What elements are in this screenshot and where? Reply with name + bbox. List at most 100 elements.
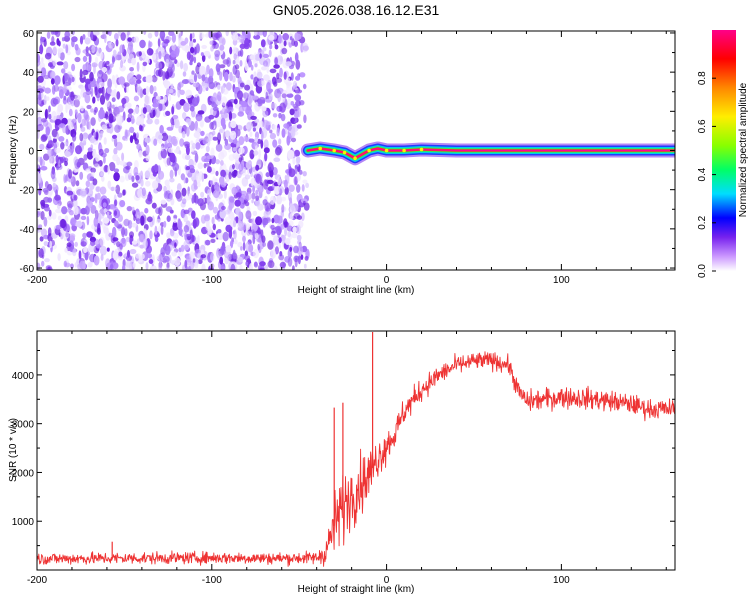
noise-speckle — [134, 138, 139, 145]
noise-speckle — [235, 69, 241, 79]
noise-speckle — [154, 225, 158, 235]
colorbar-tick-label: 0.2 — [697, 215, 708, 229]
noise-speckle — [118, 251, 123, 257]
noise-speckle — [247, 111, 255, 118]
noise-speckle — [108, 113, 114, 124]
noise-speckle — [37, 211, 41, 218]
y-tick-label: -20 — [20, 186, 35, 197]
noise-speckle — [106, 211, 110, 216]
noise-speckle — [182, 112, 187, 120]
noise-speckle — [65, 44, 69, 54]
noise-speckle — [155, 60, 159, 69]
noise-speckle — [238, 211, 243, 221]
noise-speckle — [231, 186, 238, 196]
noise-speckle — [261, 66, 267, 71]
noise-speckle — [249, 131, 253, 138]
noise-speckle — [106, 64, 112, 75]
noise-speckle — [39, 143, 45, 151]
noise-speckle — [284, 238, 291, 245]
noise-speckle — [40, 36, 43, 46]
noise-speckle — [212, 92, 218, 102]
noise-speckle — [166, 232, 171, 239]
noise-speckle — [212, 120, 217, 126]
noise-speckle — [212, 223, 216, 231]
noise-speckle — [232, 59, 236, 65]
noise-speckle — [215, 170, 219, 177]
noise-speckle — [158, 261, 163, 270]
noise-speckle — [46, 266, 53, 270]
noise-speckle — [235, 192, 242, 198]
noise-speckle — [68, 169, 73, 179]
noise-speckle — [255, 195, 260, 201]
noise-speckle — [244, 84, 251, 91]
noise-speckle — [96, 243, 101, 249]
noise-speckle — [183, 102, 190, 113]
noise-speckle — [80, 105, 84, 112]
noise-speckle — [113, 147, 118, 155]
noise-speckle — [259, 127, 262, 135]
noise-speckle — [224, 143, 232, 151]
noise-speckle — [164, 179, 170, 187]
noise-speckle — [264, 265, 269, 270]
noise-speckle — [82, 92, 87, 98]
noise-speckle — [151, 202, 157, 209]
noise-speckle — [286, 225, 294, 232]
noise-speckle — [250, 64, 254, 71]
noise-speckle — [252, 234, 256, 245]
noise-speckle — [262, 53, 270, 59]
noise-speckle — [248, 138, 255, 143]
noise-speckle — [267, 88, 273, 93]
noise-speckle — [121, 227, 126, 238]
colorbar: 0.0 0.2 0.4 0.6 0.8 Normalized spectral ampl… — [697, 30, 749, 278]
noise-speckle — [61, 117, 68, 125]
noise-speckle — [80, 241, 87, 247]
noise-speckle — [172, 115, 179, 120]
noise-speckle — [44, 109, 48, 120]
noise-speckle — [279, 67, 283, 78]
noise-speckle — [237, 222, 242, 229]
noise-speckle — [40, 67, 47, 78]
noise-speckle — [72, 133, 77, 142]
noise-speckle — [131, 222, 137, 228]
x-tick-label: 0 — [384, 275, 390, 286]
noise-speckle — [159, 124, 164, 134]
noise-speckle — [90, 108, 94, 113]
noise-speckle — [288, 184, 295, 192]
noise-speckle — [296, 184, 301, 193]
noise-speckle — [238, 136, 245, 146]
noise-speckle — [67, 101, 71, 111]
noise-speckle — [254, 53, 261, 61]
noise-speckle — [84, 78, 91, 85]
noise-speckle — [40, 166, 48, 171]
noise-speckle — [191, 210, 196, 220]
noise-speckle — [74, 109, 78, 115]
noise-speckle — [90, 116, 96, 127]
noise-speckle — [273, 157, 281, 162]
noise-speckle — [58, 40, 61, 47]
noise-speckle — [47, 215, 52, 221]
noise-speckle — [114, 199, 118, 207]
noise-speckle — [63, 157, 69, 163]
noise-speckle — [238, 105, 244, 115]
noise-speckle — [142, 238, 148, 249]
noise-speckle — [257, 138, 262, 144]
noise-speckle — [63, 260, 67, 268]
noise-speckle — [73, 194, 78, 201]
noise-speckle — [40, 134, 47, 142]
noise-speckle — [64, 247, 68, 253]
noise-speckle — [171, 106, 175, 115]
noise-speckle — [268, 93, 273, 101]
noise-speckle — [99, 51, 104, 60]
noise-speckle — [212, 136, 218, 141]
noise-speckle — [240, 246, 243, 251]
noise-speckle — [269, 44, 273, 50]
noise-speckle — [117, 105, 124, 113]
noise-speckle — [39, 156, 43, 166]
noise-speckle — [131, 175, 135, 183]
noise-speckle — [212, 206, 219, 214]
noise-speckle — [289, 212, 294, 221]
noise-speckle — [244, 250, 249, 257]
noise-speckle — [220, 169, 227, 178]
noise-speckle — [229, 71, 233, 82]
noise-speckle — [101, 175, 105, 182]
